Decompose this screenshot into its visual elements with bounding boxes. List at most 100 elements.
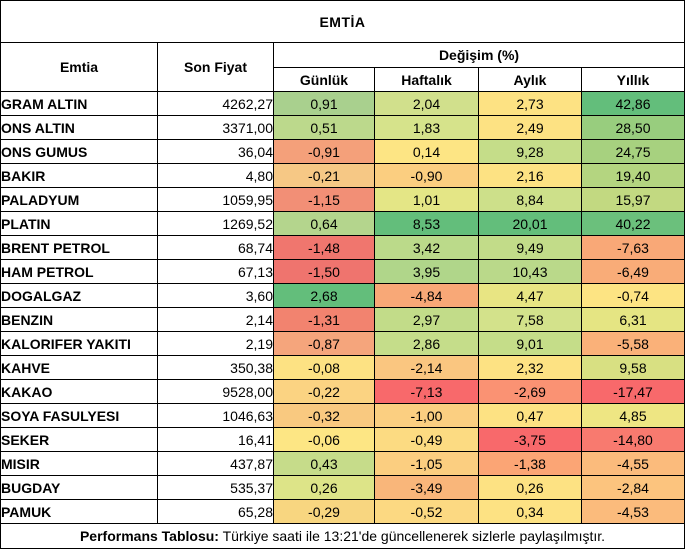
commodity-name: BENZIN xyxy=(0,307,158,332)
daily-change: -0,91 xyxy=(273,139,375,164)
table-row: PALADYUM 1059,95 -1,15 1,01 8,84 15,97 xyxy=(0,187,685,212)
commodity-name: MISIR xyxy=(0,451,158,476)
yearly-change: 15,97 xyxy=(581,187,685,212)
commodity-name: BAKIR xyxy=(0,163,158,188)
header-weekly: Haftalık xyxy=(374,67,479,92)
commodity-name: PAMUK xyxy=(0,499,158,524)
yearly-change: -2,84 xyxy=(581,475,685,500)
yearly-change: 24,75 xyxy=(581,139,685,164)
header-last-price: Son Fiyat xyxy=(157,42,274,92)
daily-change: 0,91 xyxy=(273,91,375,116)
table-row: KAHVE 350,38 -0,08 -2,14 2,32 9,58 xyxy=(0,355,685,380)
commodity-name: ONS ALTIN xyxy=(0,115,158,140)
footer-label: Performans Tablosu: xyxy=(79,528,219,544)
table-title: EMTİA xyxy=(0,0,685,43)
monthly-change: 2,73 xyxy=(478,91,582,116)
weekly-change: -1,05 xyxy=(374,451,479,476)
last-price: 68,74 xyxy=(157,235,274,260)
daily-change: -0,06 xyxy=(273,427,375,452)
yearly-change: 28,50 xyxy=(581,115,685,140)
weekly-change: -1,00 xyxy=(374,403,479,428)
yearly-change: -0,74 xyxy=(581,283,685,308)
last-price: 535,37 xyxy=(157,475,274,500)
last-price: 3371,00 xyxy=(157,115,274,140)
monthly-change: 0,26 xyxy=(478,475,582,500)
header-commodity: Emtia xyxy=(0,42,158,92)
table-row: ONS ALTIN 3371,00 0,51 1,83 2,49 28,50 xyxy=(0,115,685,140)
daily-change: -0,32 xyxy=(273,403,375,428)
monthly-change: 4,47 xyxy=(478,283,582,308)
table-row: BUGDAY 535,37 0,26 -3,49 0,26 -2,84 xyxy=(0,475,685,500)
monthly-change: -3,75 xyxy=(478,427,582,452)
monthly-change: -1,38 xyxy=(478,451,582,476)
last-price: 4,80 xyxy=(157,163,274,188)
daily-change: 2,68 xyxy=(273,283,375,308)
weekly-change: 3,95 xyxy=(374,259,479,284)
daily-change: -0,21 xyxy=(273,163,375,188)
daily-change: 0,43 xyxy=(273,451,375,476)
yearly-change: 4,85 xyxy=(581,403,685,428)
weekly-change: -4,84 xyxy=(374,283,479,308)
monthly-change: 7,58 xyxy=(478,307,582,332)
weekly-change: -0,90 xyxy=(374,163,479,188)
yearly-change: -7,63 xyxy=(581,235,685,260)
daily-change: -0,87 xyxy=(273,331,375,356)
commodity-name: BRENT PETROL xyxy=(0,235,158,260)
commodity-name: SOYA FASULYESI xyxy=(0,403,158,428)
yearly-change: -6,49 xyxy=(581,259,685,284)
weekly-change: 2,04 xyxy=(374,91,479,116)
table-row: GRAM ALTIN 4262,27 0,91 2,04 2,73 42,86 xyxy=(0,91,685,116)
daily-change: -0,29 xyxy=(273,499,375,524)
monthly-change: 9,49 xyxy=(478,235,582,260)
yearly-change: -17,47 xyxy=(581,379,685,404)
commodity-name: ONS GUMUS xyxy=(0,139,158,164)
weekly-change: 2,97 xyxy=(374,307,479,332)
daily-change: -1,50 xyxy=(273,259,375,284)
table-row: BENZIN 2,14 -1,31 2,97 7,58 6,31 xyxy=(0,307,685,332)
last-price: 9528,00 xyxy=(157,379,274,404)
table-row: ONS GUMUS 36,04 -0,91 0,14 9,28 24,75 xyxy=(0,139,685,164)
last-price: 1059,95 xyxy=(157,187,274,212)
weekly-change: -3,49 xyxy=(374,475,479,500)
monthly-change: 9,01 xyxy=(478,331,582,356)
header-daily: Günlük xyxy=(273,67,375,92)
weekly-change: 8,53 xyxy=(374,211,479,236)
table-row: MISIR 437,87 0,43 -1,05 -1,38 -4,55 xyxy=(0,451,685,476)
weekly-change: 0,14 xyxy=(374,139,479,164)
commodity-name: KAHVE xyxy=(0,355,158,380)
commodity-name: KALORIFER YAKITI xyxy=(0,331,158,356)
weekly-change: 3,42 xyxy=(374,235,479,260)
table-row: BRENT PETROL 68,74 -1,48 3,42 9,49 -7,63 xyxy=(0,235,685,260)
header-monthly: Aylık xyxy=(478,67,582,92)
monthly-change: 0,47 xyxy=(478,403,582,428)
last-price: 1046,63 xyxy=(157,403,274,428)
daily-change: -0,22 xyxy=(273,379,375,404)
weekly-change: -2,14 xyxy=(374,355,479,380)
last-price: 36,04 xyxy=(157,139,274,164)
weekly-change: -0,52 xyxy=(374,499,479,524)
monthly-change: 2,16 xyxy=(478,163,582,188)
yearly-change: 42,86 xyxy=(581,91,685,116)
commodity-name: SEKER xyxy=(0,427,158,452)
daily-change: 0,26 xyxy=(273,475,375,500)
daily-change: 0,64 xyxy=(273,211,375,236)
last-price: 437,87 xyxy=(157,451,274,476)
header-change-group: Değişim (%) xyxy=(273,42,685,68)
last-price: 67,13 xyxy=(157,259,274,284)
weekly-change: 1,01 xyxy=(374,187,479,212)
monthly-change: 10,43 xyxy=(478,259,582,284)
daily-change: -1,15 xyxy=(273,187,375,212)
yearly-change: -14,80 xyxy=(581,427,685,452)
daily-change: -0,08 xyxy=(273,355,375,380)
monthly-change: -2,69 xyxy=(478,379,582,404)
daily-change: 0,51 xyxy=(273,115,375,140)
commodity-name: DOGALGAZ xyxy=(0,283,158,308)
footer-text: Türkiye saati ile 13:21'de güncellenerek… xyxy=(222,528,606,544)
table-row: DOGALGAZ 3,60 2,68 -4,84 4,47 -0,74 xyxy=(0,283,685,308)
commodity-name: KAKAO xyxy=(0,379,158,404)
commodity-name: PALADYUM xyxy=(0,187,158,212)
commodity-name: PLATIN xyxy=(0,211,158,236)
last-price: 3,60 xyxy=(157,283,274,308)
last-price: 2,14 xyxy=(157,307,274,332)
table-row: PLATIN 1269,52 0,64 8,53 20,01 40,22 xyxy=(0,211,685,236)
